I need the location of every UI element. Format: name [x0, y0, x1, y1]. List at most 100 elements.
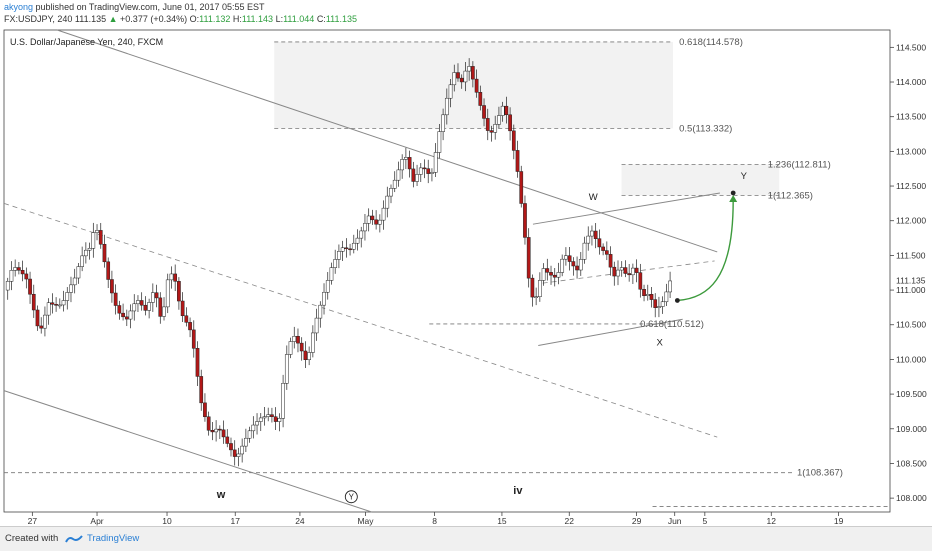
candle-body — [46, 302, 51, 316]
candle-body — [463, 70, 468, 83]
tradingview-brand[interactable]: TradingView — [87, 533, 140, 544]
candle-body — [136, 300, 140, 305]
close-value: 111.135 — [325, 14, 358, 24]
candle-body — [355, 237, 360, 244]
arrow-head-icon — [729, 194, 738, 202]
candle-body — [426, 168, 431, 174]
candle-body — [50, 302, 55, 305]
candle-body — [173, 273, 178, 282]
candle-body — [590, 230, 594, 237]
wave-label: Y — [741, 171, 748, 182]
fib-level-label: 1(112.365) — [768, 190, 813, 201]
author-username[interactable]: akyong — [4, 2, 34, 12]
candle-body — [634, 267, 639, 273]
y-tick-label: 108.500 — [896, 458, 927, 468]
candle-body — [266, 414, 271, 417]
fib-level-label: 1(108.367) — [797, 468, 843, 479]
candle-body — [560, 258, 565, 273]
candle-body — [530, 277, 535, 298]
y-tick-label: 108.000 — [896, 493, 927, 503]
candle-body — [281, 383, 285, 419]
candle-body — [217, 428, 222, 431]
candle-body — [593, 230, 598, 239]
high-label: H: — [232, 14, 242, 24]
x-tick-label: Jun — [668, 516, 682, 526]
candle-body — [43, 314, 47, 329]
candle-body — [311, 332, 315, 353]
price-chart[interactable]: 0.618(114.578) 0.5(113.332) 1.236(112.811)… — [0, 26, 932, 526]
candle-body — [400, 159, 405, 171]
candle-body — [277, 418, 282, 422]
candle-body — [214, 428, 218, 433]
annotation-point — [730, 190, 736, 196]
candle-body — [519, 171, 524, 204]
candle-body — [500, 105, 505, 116]
candle-body — [370, 215, 375, 221]
candle-body — [24, 273, 29, 280]
candle-body — [340, 247, 345, 252]
candle-body — [396, 169, 401, 181]
candle-body — [545, 268, 550, 273]
candle-body — [57, 304, 62, 307]
candle-body — [121, 312, 125, 318]
candle-body — [180, 300, 185, 317]
candle-body — [221, 429, 226, 438]
candle-body — [273, 416, 278, 422]
candle-body — [597, 238, 602, 248]
fib-zone — [274, 41, 673, 129]
fib-level-label: 0.5(113.332) — [679, 123, 732, 134]
candle-body — [337, 251, 341, 260]
candle-body — [322, 291, 326, 306]
y-tick-label: 109.000 — [896, 424, 927, 434]
candle-body — [262, 416, 267, 419]
candle-body — [448, 84, 453, 99]
fib-level-label: 0.618(110.512) — [640, 319, 704, 330]
annotation-point — [674, 298, 680, 303]
candle-body — [288, 341, 293, 355]
candle-body — [642, 289, 646, 297]
created-with-text: Created with — [5, 533, 59, 544]
candle-body — [523, 203, 527, 238]
candle-body — [664, 291, 669, 303]
candle-body — [627, 273, 632, 276]
candle-body — [493, 124, 498, 133]
candle-body — [318, 304, 323, 319]
candle-body — [474, 78, 479, 93]
fib-level-label: 0.618(114.578) — [679, 37, 743, 48]
candle-body — [169, 273, 174, 281]
candle-body — [270, 414, 274, 417]
candle-body — [616, 269, 620, 277]
candle-body — [128, 310, 133, 320]
x-tick-label: 27 — [28, 516, 38, 526]
candle-body — [430, 172, 434, 174]
y-tick-label: 113.500 — [896, 112, 926, 122]
candle-body — [206, 416, 211, 431]
candle-body — [314, 317, 319, 334]
candle-body — [147, 302, 151, 311]
candle-body — [541, 268, 546, 281]
trend-line — [538, 318, 683, 347]
x-tick-label: Apr — [90, 516, 103, 526]
candle-body — [407, 157, 412, 170]
candle-body — [184, 315, 189, 323]
candle-body — [649, 294, 654, 300]
y-tick-label: 114.000 — [896, 77, 926, 87]
close-label: C: — [316, 14, 326, 24]
candle-body — [601, 246, 605, 251]
candle-body — [333, 259, 338, 268]
wave-label: W — [589, 192, 598, 203]
candle-body — [284, 354, 289, 384]
wave-label-circled: Y — [349, 493, 355, 502]
candle-body — [158, 297, 163, 317]
candle-body — [296, 335, 300, 344]
candle-body — [31, 293, 36, 311]
candle-body — [381, 207, 386, 221]
candle-body — [329, 267, 334, 281]
published-text: published on TradingView.com, June 01, 2… — [35, 2, 265, 12]
candle-body — [72, 277, 77, 286]
candle-body — [5, 281, 10, 291]
candle-body — [385, 195, 390, 209]
x-tick-label: 22 — [565, 516, 575, 526]
candle-body — [549, 272, 553, 276]
